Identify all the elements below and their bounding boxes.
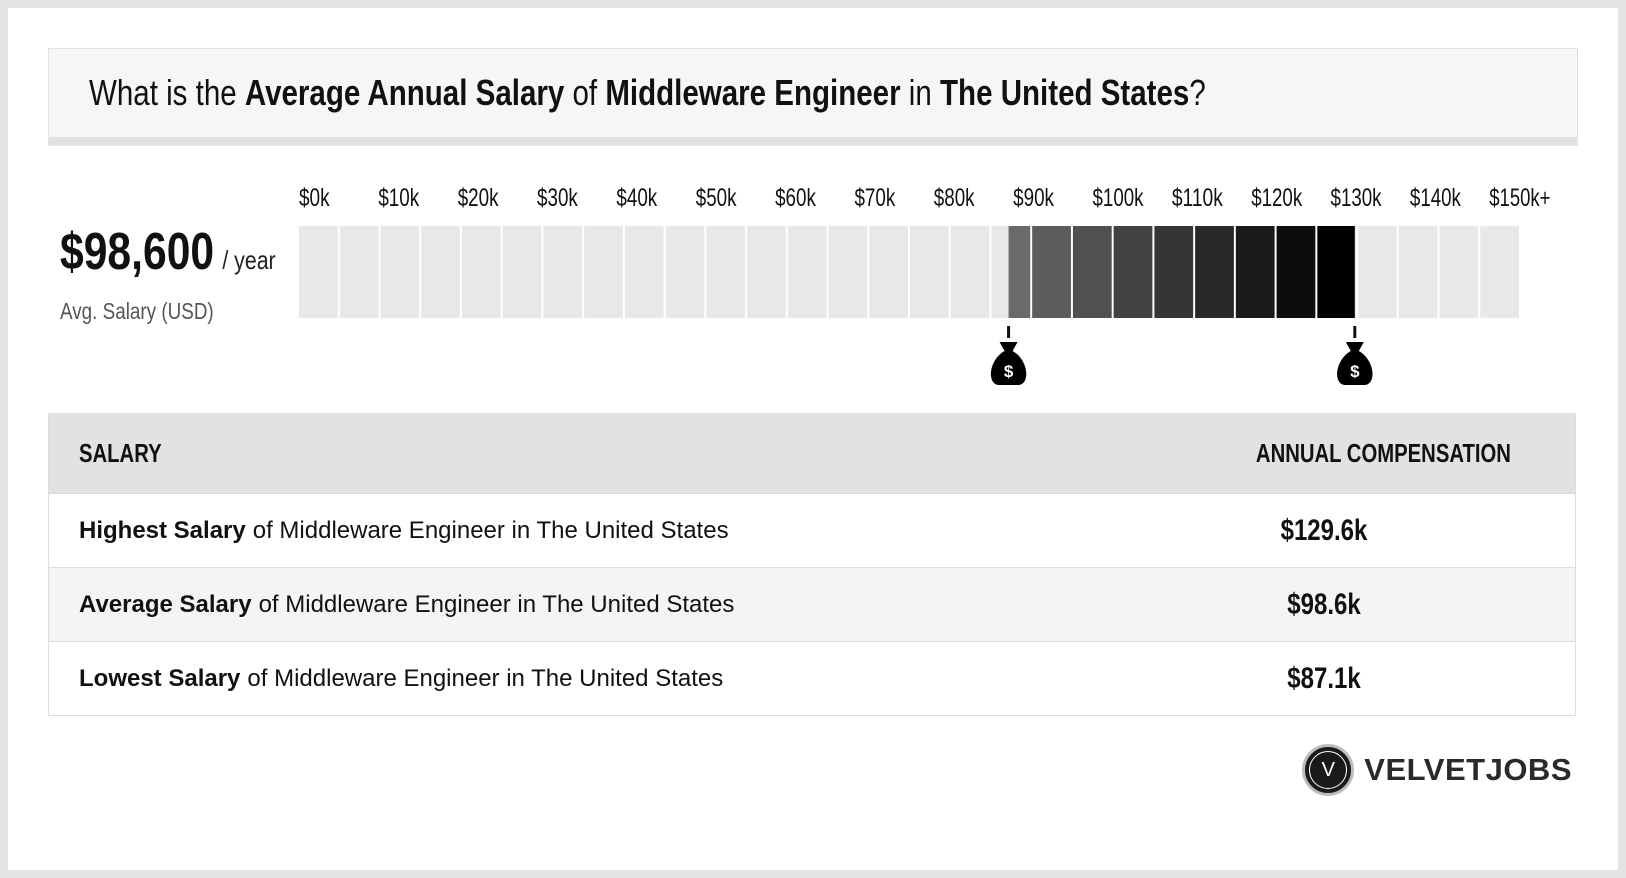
empty-cell	[706, 226, 746, 318]
tick-label: $90k	[1013, 184, 1054, 212]
question-title: What is the Average Annual Salary of Mid…	[89, 49, 1206, 137]
empty-cell	[1398, 226, 1438, 318]
high-marker: $	[1337, 326, 1373, 385]
row-value: $129.6k	[1280, 513, 1368, 547]
tick-label: $110k	[1172, 184, 1223, 212]
row-label-rest: of Middleware Engineer in The United Sta…	[247, 664, 724, 692]
empty-cell	[380, 226, 420, 318]
average-unit: / year	[222, 245, 276, 275]
range-cell	[1072, 226, 1112, 318]
empty-cell	[910, 226, 949, 318]
empty-cell	[461, 226, 501, 318]
table-header: SALARY ANNUAL COMPENSATION	[49, 413, 1575, 493]
salary-range-chart: $0k $10k $20k $30k $40k $50k $60k $70k $80k $90k $…	[299, 184, 1550, 385]
empty-cell	[624, 226, 664, 318]
row-label-rest: of Middleware Engineer in The United Sta…	[258, 590, 735, 618]
tick-label: $40k	[616, 184, 657, 212]
empty-cell	[1439, 226, 1479, 318]
empty-cell	[828, 226, 868, 318]
tick-label: $80k	[934, 184, 975, 212]
empty-cell	[584, 226, 623, 318]
low-marker: $	[990, 326, 1027, 385]
range-cells	[299, 226, 1519, 318]
question-metric: Average Annual Salary	[244, 72, 565, 113]
range-cell	[1276, 226, 1316, 318]
question-prefix: What is the	[89, 72, 237, 113]
range-cell	[1195, 226, 1234, 318]
average-label: Avg. Salary (USD)	[60, 298, 214, 324]
tick-label: $120k	[1251, 184, 1302, 212]
money-bag-icon: $	[990, 342, 1027, 385]
tick-label: $70k	[854, 184, 895, 212]
empty-cell	[1480, 226, 1519, 318]
tick-label: $10k	[378, 184, 419, 212]
range-cell	[1317, 226, 1355, 318]
empty-cell	[299, 226, 338, 318]
tick-label: $0k	[299, 184, 330, 212]
average-salary: $98,600/ year	[60, 222, 276, 282]
row-label: Average Salary of Middleware Engineer in …	[79, 568, 734, 641]
table-row-lowest: Lowest Salary of Middleware Engineer in T…	[49, 641, 1575, 715]
row-label-rest: of Middleware Engineer in The United Sta…	[252, 516, 729, 544]
question-location: The United States	[940, 72, 1190, 113]
salary-table: SALARY ANNUAL COMPENSATION Highest Salar…	[48, 413, 1576, 716]
empty-cell	[421, 226, 460, 318]
header-salary: SALARY	[79, 437, 162, 468]
row-label-bold: Highest Salary	[79, 516, 246, 544]
tick-label: $150k+	[1489, 184, 1550, 212]
empty-cell	[787, 226, 827, 318]
velvetjobs-badge-icon: V	[1302, 744, 1355, 796]
empty-cell	[339, 226, 379, 318]
velvetjobs-logo[interactable]: V VELVETJOBS	[1302, 744, 1572, 796]
marker-tick	[1353, 326, 1357, 338]
tick-label: $60k	[775, 184, 816, 212]
row-value: $98.6k	[1287, 587, 1361, 621]
range-cell	[1032, 226, 1071, 318]
marker-symbol: $	[1004, 362, 1014, 381]
row-label: Highest Salary of Middleware Engineer in …	[79, 494, 729, 567]
tick-label: $30k	[537, 184, 578, 212]
tick-label: $140k	[1410, 184, 1461, 212]
question-suffix: ?	[1189, 72, 1206, 113]
money-bag-icon: $	[1337, 342, 1373, 385]
tick-labels: $0k $10k $20k $30k $40k $50k $60k $70k $80k $90k $…	[299, 184, 1550, 212]
empty-cell	[665, 226, 705, 318]
table-row-highest: Highest Salary of Middleware Engineer in …	[49, 493, 1575, 567]
salary-card: What is the Average Annual Salary of Mid…	[8, 8, 1618, 870]
table-row-average: Average Salary of Middleware Engineer in …	[49, 567, 1575, 641]
empty-cell	[747, 226, 786, 318]
range-cell	[1113, 226, 1153, 318]
marker-tick	[1007, 326, 1011, 338]
range-markers: $ $	[990, 326, 1373, 385]
range-cell	[1235, 226, 1275, 318]
empty-cell	[950, 226, 990, 318]
empty-cell	[543, 226, 583, 318]
empty-cell	[502, 226, 542, 318]
tick-label: $50k	[696, 184, 737, 212]
tick-label: $100k	[1093, 184, 1144, 212]
range-cell	[1154, 226, 1194, 318]
row-label-bold: Average Salary	[79, 590, 252, 618]
empty-cell	[869, 226, 908, 318]
empty-cell	[1358, 226, 1397, 318]
question-of: of	[572, 72, 598, 113]
question-header: What is the Average Annual Salary of Mid…	[48, 48, 1578, 146]
row-label: Lowest Salary of Middleware Engineer in T…	[79, 642, 723, 715]
tick-label: $20k	[458, 184, 499, 212]
range-cell	[1008, 226, 1031, 318]
row-value: $87.1k	[1287, 661, 1361, 695]
average-amount: $98,600	[60, 223, 215, 281]
tick-label: $130k	[1331, 184, 1382, 212]
badge-letter: V	[1309, 751, 1348, 789]
row-label-bold: Lowest Salary	[79, 664, 241, 692]
marker-symbol: $	[1350, 362, 1360, 381]
question-in: in	[908, 72, 932, 113]
question-job: Middleware Engineer	[605, 72, 901, 113]
velvetjobs-wordmark: VELVETJOBS	[1364, 752, 1572, 787]
header-annual-compensation: ANNUAL COMPENSATION	[1255, 437, 1511, 468]
